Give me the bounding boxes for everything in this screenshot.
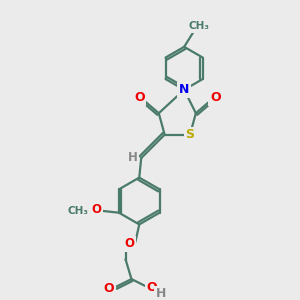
Text: H: H	[128, 151, 137, 164]
Text: H: H	[155, 287, 166, 300]
Text: O: O	[134, 91, 145, 104]
Text: CH₃: CH₃	[68, 206, 88, 216]
Text: O: O	[124, 237, 134, 250]
Text: O: O	[92, 203, 101, 216]
Text: N: N	[179, 83, 189, 96]
Text: S: S	[185, 128, 194, 141]
Text: CH₃: CH₃	[188, 21, 209, 31]
Text: O: O	[210, 91, 221, 104]
Text: O: O	[104, 282, 114, 295]
Text: O: O	[147, 281, 157, 294]
